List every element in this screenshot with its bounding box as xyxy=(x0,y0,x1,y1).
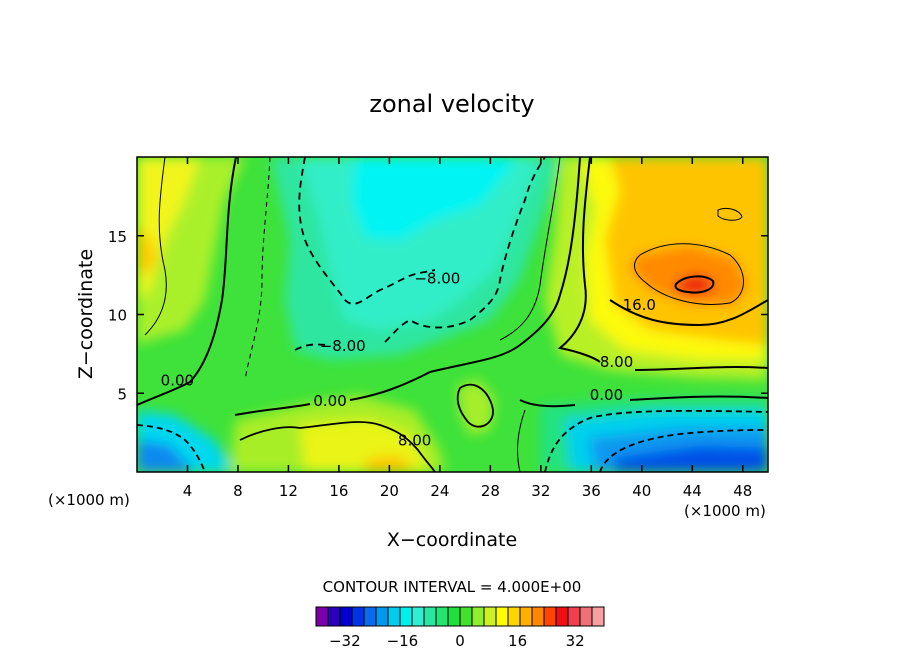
region-right-orange xyxy=(630,245,748,305)
contour-line-minus4 xyxy=(244,157,271,381)
contour-label-layer: −8.00 −8.00 0.00 0.00 8.00 16.0 8.00 0.00 xyxy=(161,269,656,449)
x-tick-label: 28 xyxy=(481,482,500,500)
x-tick-label: 48 xyxy=(733,482,752,500)
colorbar-tick-label: 0 xyxy=(455,632,465,650)
contour-line-plus24 xyxy=(674,275,715,294)
contour-line-zero-right xyxy=(519,395,768,408)
plot-area xyxy=(137,157,768,472)
contour-label: 0.00 xyxy=(161,372,194,390)
colorbar-swatch xyxy=(387,606,401,627)
contour-lines xyxy=(137,157,768,472)
contour-label: 0.00 xyxy=(590,386,623,404)
contour-label: 8.00 xyxy=(600,353,633,371)
colorbar-tick-label: 32 xyxy=(566,632,585,650)
contour-line-plus20 xyxy=(634,243,744,305)
contour-line-thin-a xyxy=(144,157,167,336)
colorbar-tick-label: −32 xyxy=(329,632,361,650)
colorbar-swatch xyxy=(519,606,533,627)
region-left-orange xyxy=(137,225,158,275)
colorbar-tick-label: −16 xyxy=(387,632,419,650)
colorbar-swatch xyxy=(315,606,329,627)
colorbar-swatch xyxy=(423,606,437,627)
contour-line-thin-b xyxy=(517,409,526,472)
colorbar: −32 −16 0 16 32 xyxy=(315,606,605,650)
z-unit-label: (×1000 m) xyxy=(684,502,766,520)
x-tick-label: 4 xyxy=(183,482,193,500)
x-tick-label: 24 xyxy=(430,482,449,500)
colorbar-swatch xyxy=(531,606,545,627)
x-tick-label: 32 xyxy=(531,482,550,500)
colorbar-swatch xyxy=(543,606,557,627)
x-tick-label: 40 xyxy=(632,482,651,500)
colorbar-swatch xyxy=(411,606,425,627)
y-tick-label: 5 xyxy=(117,385,127,403)
region-bottom-middle-gold xyxy=(362,456,415,472)
contour-line-minus8-lower xyxy=(294,157,546,351)
region-top-cyan xyxy=(352,157,520,240)
colorbar-swatch xyxy=(351,606,365,627)
contour-line-bump xyxy=(456,383,494,428)
y-tick-label: 10 xyxy=(108,307,127,325)
contour-line-plus8-right xyxy=(557,157,768,371)
colorbar-swatch xyxy=(507,606,521,627)
contour-line-minus4-lower-left xyxy=(137,424,206,472)
colorbar-swatch xyxy=(567,606,581,627)
x-tick-label: 44 xyxy=(683,482,702,500)
colorbar-swatch xyxy=(327,606,341,627)
contour-label: 16.0 xyxy=(623,296,656,314)
contour-label: −8.00 xyxy=(320,337,366,355)
colorbar-swatch xyxy=(579,606,593,627)
contour-line-thin-c xyxy=(499,157,561,341)
colorbar-swatch xyxy=(471,606,485,627)
contour-line-small-loop xyxy=(717,207,743,221)
colorbar-tick-label: 16 xyxy=(508,632,527,650)
x-tick-label: 12 xyxy=(279,482,298,500)
colorbar-swatch xyxy=(339,606,353,627)
contour-line-minus4-lower-right xyxy=(544,409,768,472)
x-tick-label: 16 xyxy=(329,482,348,500)
colorbar-swatch xyxy=(555,606,569,627)
contour-line-plus8-lower xyxy=(239,421,436,472)
colorbar-swatch xyxy=(399,606,413,627)
y-axis-label: Z−coordinate xyxy=(75,249,97,379)
colorbar-swatch xyxy=(495,606,509,627)
x-unit-label: (×1000 m) xyxy=(48,491,130,509)
contour-label: −8.00 xyxy=(414,269,460,287)
contour-label: 0.00 xyxy=(313,392,346,410)
colorbar-swatch xyxy=(435,606,449,627)
x-tick-label: 36 xyxy=(582,482,601,500)
colorbar-swatch xyxy=(447,606,461,627)
region-bottom-left-blue xyxy=(137,440,195,472)
contour-interval-text: CONTOUR INTERVAL = 4.000E+00 xyxy=(323,578,582,596)
contour-line-minus12-lower-right xyxy=(599,429,768,472)
contour-line-plus16 xyxy=(609,299,768,327)
chart-title: zonal velocity xyxy=(369,90,534,118)
region-bottom-right-blue xyxy=(615,446,768,472)
x-axis-label: X−coordinate xyxy=(387,529,517,551)
colorbar-swatch xyxy=(375,606,389,627)
colorbar-swatch xyxy=(459,606,473,627)
colorbar-swatch xyxy=(483,606,497,627)
colorbar-swatch xyxy=(363,606,377,627)
contour-line-minus8-upper xyxy=(298,157,436,305)
contour-line-zero-left xyxy=(137,157,237,406)
x-tick-label: 20 xyxy=(380,482,399,500)
x-tick-label: 8 xyxy=(233,482,243,500)
colorbar-swatch xyxy=(591,606,605,627)
y-tick-label: 15 xyxy=(108,228,127,246)
contour-label: 8.00 xyxy=(398,432,431,450)
contour-line-zero-middle xyxy=(234,157,581,416)
